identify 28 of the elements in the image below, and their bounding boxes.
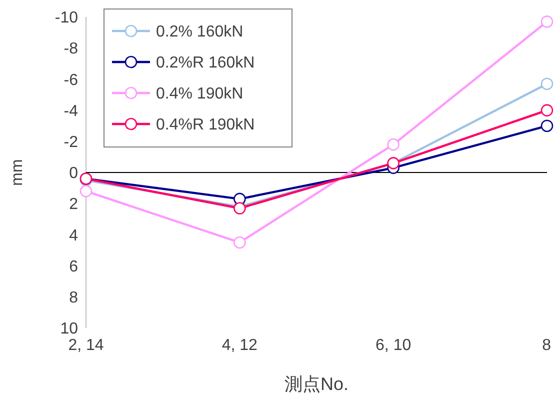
y-tick-label: 0 [69,165,78,182]
x-axis-title: 測点No. [284,374,349,394]
y-tick-label: 6 [69,258,78,276]
x-tick-label: 2, 14 [68,337,104,354]
y-tick-label: 8 [69,290,78,306]
y-tick-label: -4 [64,102,78,120]
legend-label: 0.4% 190kN [156,86,244,103]
point [80,185,92,198]
y-tick-label: -8 [64,40,78,58]
point [387,138,400,151]
y-tick-label: -10 [54,10,78,27]
y-tick-label: 4 [69,227,78,244]
point [540,104,554,116]
point [234,236,246,249]
point [540,16,554,28]
legend-label: 0.2% 160kN [156,24,244,41]
y-tick-label: -2 [64,134,78,151]
x-tick-label: 8 [542,337,552,354]
x-tick-label: 6, 10 [376,337,412,354]
y-tick-label: -6 [64,72,78,89]
point [540,78,554,90]
legend-label: 0.4%R 190kN [156,116,255,134]
legend-label: 0.2%R 160kN [156,54,255,72]
y-tick-label: 10 [60,320,78,338]
y-axis-title: mm [9,159,26,186]
y-tick-label: 2 [69,196,78,214]
point [540,120,554,132]
x-tick-label: 4, 12 [222,337,258,354]
